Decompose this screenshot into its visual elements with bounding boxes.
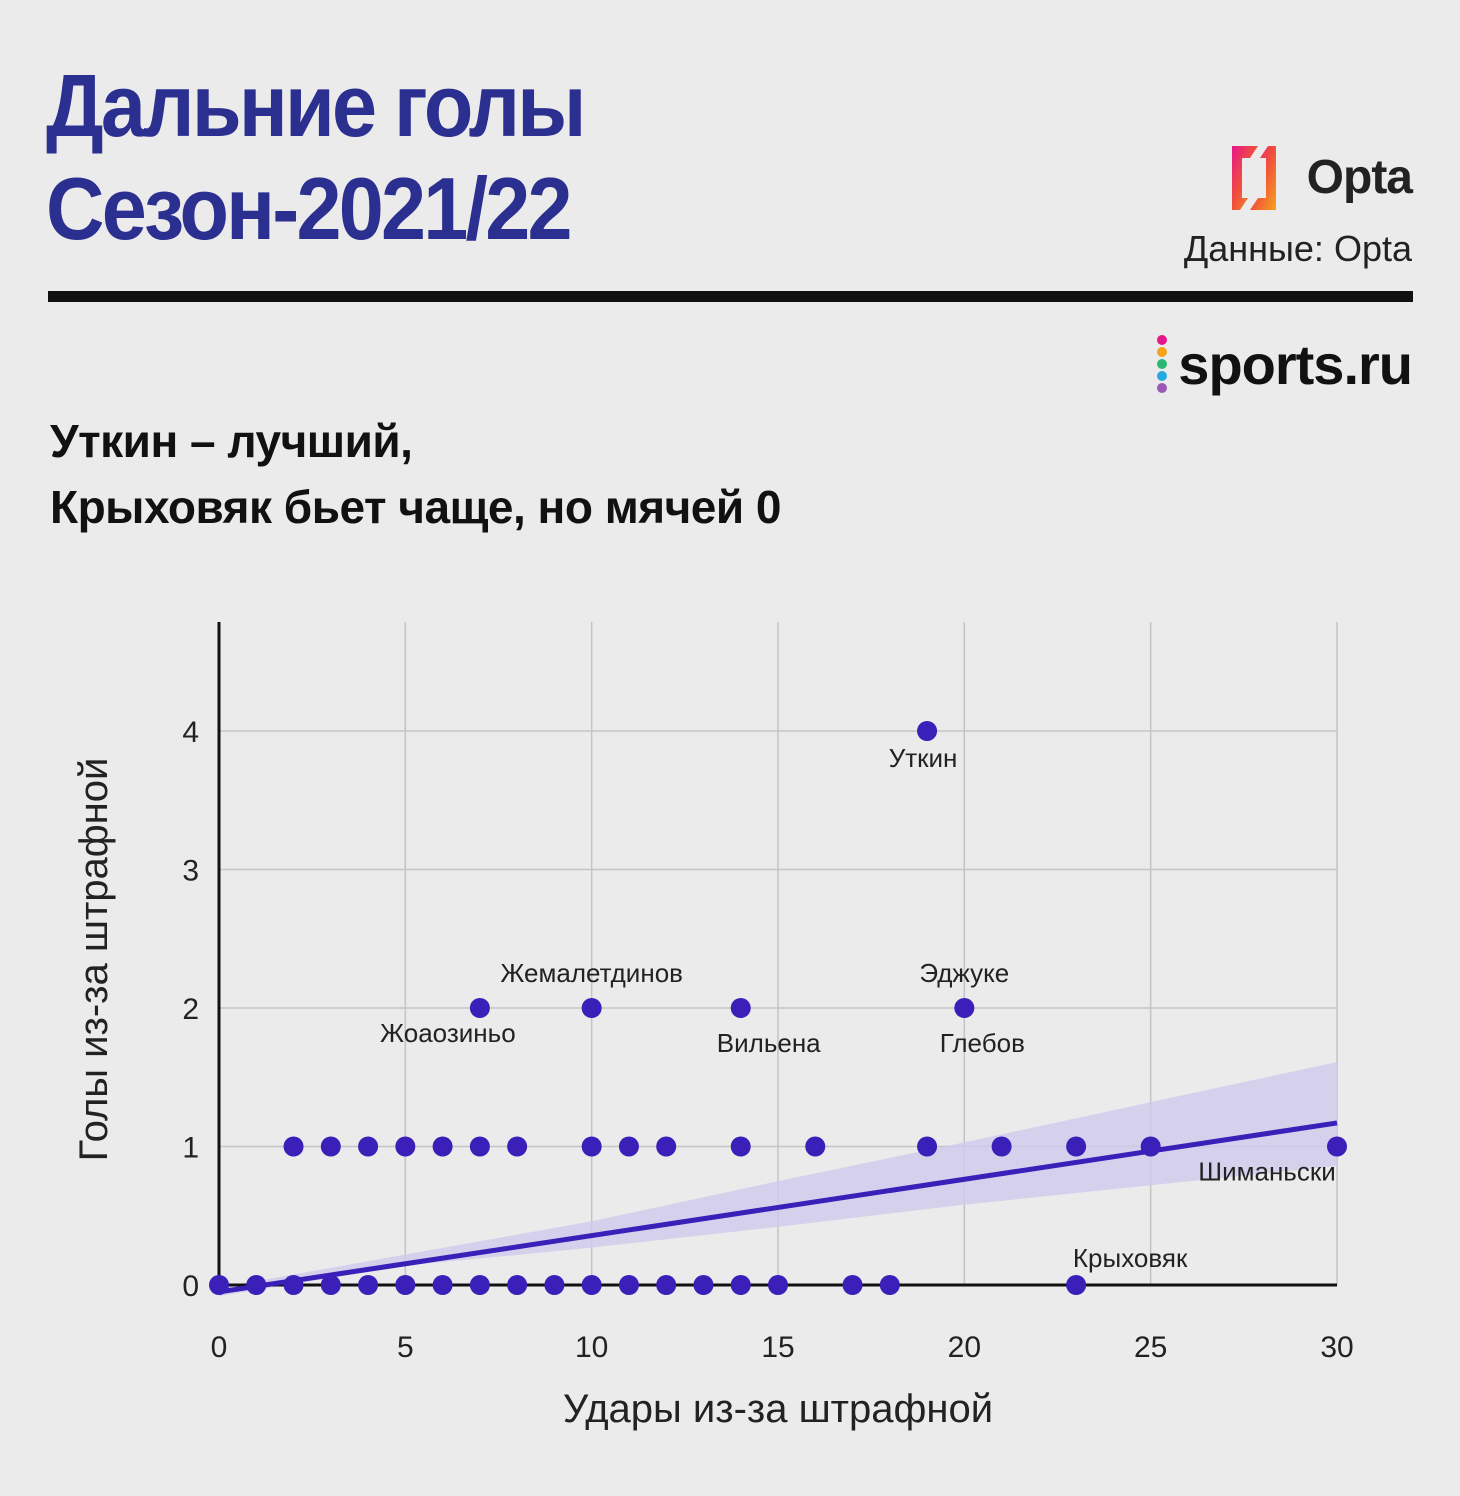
x-tick-label: 15 xyxy=(761,1331,794,1364)
x-tick-label: 0 xyxy=(211,1331,228,1364)
header-divider xyxy=(48,291,1413,302)
data-point xyxy=(395,1136,416,1157)
data-point xyxy=(432,1136,453,1157)
data-point xyxy=(991,1136,1012,1157)
data-point xyxy=(469,1275,490,1295)
point-label: Жоаозиньо xyxy=(380,1018,516,1048)
x-axis-title: Удары из-за штрафной xyxy=(563,1387,993,1431)
data-point xyxy=(209,1275,229,1295)
opta-wordmark: Opta xyxy=(1306,151,1413,204)
data-point xyxy=(917,1136,938,1157)
chart-subtitle: Уткин – лучший, xyxy=(50,415,413,467)
sports-dots-icon xyxy=(1157,335,1168,393)
x-tick-label: 5 xyxy=(397,1331,414,1364)
data-point xyxy=(1327,1136,1347,1157)
data-point xyxy=(618,1136,639,1157)
data-point xyxy=(1066,1136,1087,1157)
y-tick-label: 0 xyxy=(182,1270,199,1303)
data-point xyxy=(1066,1275,1087,1295)
data-point xyxy=(358,1136,379,1157)
data-point xyxy=(656,1136,677,1157)
data-point xyxy=(730,998,751,1018)
x-tick-label: 25 xyxy=(1134,1331,1167,1364)
point-label: Шиманьски xyxy=(1198,1157,1336,1187)
data-point xyxy=(507,1136,528,1157)
x-tick-label: 30 xyxy=(1320,1331,1353,1364)
opta-mark-icon xyxy=(1232,146,1276,210)
y-tick-label: 2 xyxy=(182,993,199,1026)
data-point xyxy=(283,1136,304,1157)
point-label: Глебов xyxy=(940,1028,1025,1058)
data-point xyxy=(283,1275,304,1295)
data-point xyxy=(544,1275,565,1295)
data-point xyxy=(618,1275,639,1295)
chart-title-season: Сезон-2021/22 xyxy=(46,159,573,258)
data-point xyxy=(246,1275,267,1295)
y-axis-title: Голы из-за штрафной xyxy=(72,758,116,1162)
chart-title: Дальние голы xyxy=(46,56,586,155)
data-point xyxy=(954,998,975,1018)
data-source-credit: Данные: Opta xyxy=(1183,228,1412,269)
data-point xyxy=(805,1136,826,1157)
data-point xyxy=(432,1275,453,1295)
data-point xyxy=(581,1136,602,1157)
y-tick-label: 3 xyxy=(182,855,199,888)
data-point xyxy=(581,998,602,1018)
data-point xyxy=(469,998,490,1018)
point-labels: Крыховяк Шиманьски Жоаозиньо Жемалетдинов Ви… xyxy=(380,743,1336,1273)
data-point xyxy=(730,1136,751,1157)
point-label: Крыховяк xyxy=(1073,1243,1188,1273)
data-point xyxy=(358,1275,379,1295)
data-point xyxy=(917,721,938,741)
data-point xyxy=(395,1275,416,1295)
data-point xyxy=(879,1275,900,1295)
data-point xyxy=(842,1275,863,1295)
chart-subtitle-line-2: Крыховяк бьет чаще, но мячей 0 xyxy=(50,481,782,533)
data-points xyxy=(209,721,1347,1295)
data-point xyxy=(320,1136,341,1157)
x-tick-label: 20 xyxy=(948,1331,981,1364)
x-tick-label: 10 xyxy=(575,1331,608,1364)
tick-labels: 0 5 10 15 20 25 30 0 1 2 3 4 xyxy=(182,716,1353,1364)
data-point xyxy=(1140,1136,1161,1157)
data-point xyxy=(469,1136,490,1157)
data-point xyxy=(768,1275,788,1295)
point-label: Уткин xyxy=(889,743,958,773)
data-point xyxy=(507,1275,528,1295)
point-label: Жемалетдинов xyxy=(500,958,683,988)
data-point xyxy=(581,1275,602,1295)
sports-ru-wordmark: sports.ru xyxy=(1178,333,1413,396)
data-point xyxy=(656,1275,677,1295)
data-point xyxy=(730,1275,751,1295)
data-point xyxy=(320,1275,341,1295)
y-tick-label: 1 xyxy=(182,1132,199,1165)
data-point xyxy=(693,1275,714,1295)
point-label: Эджуке xyxy=(919,958,1009,988)
y-tick-label: 4 xyxy=(182,716,199,749)
sports-ru-logo: sports.ru xyxy=(1157,330,1413,400)
point-label: Вильена xyxy=(717,1028,821,1058)
